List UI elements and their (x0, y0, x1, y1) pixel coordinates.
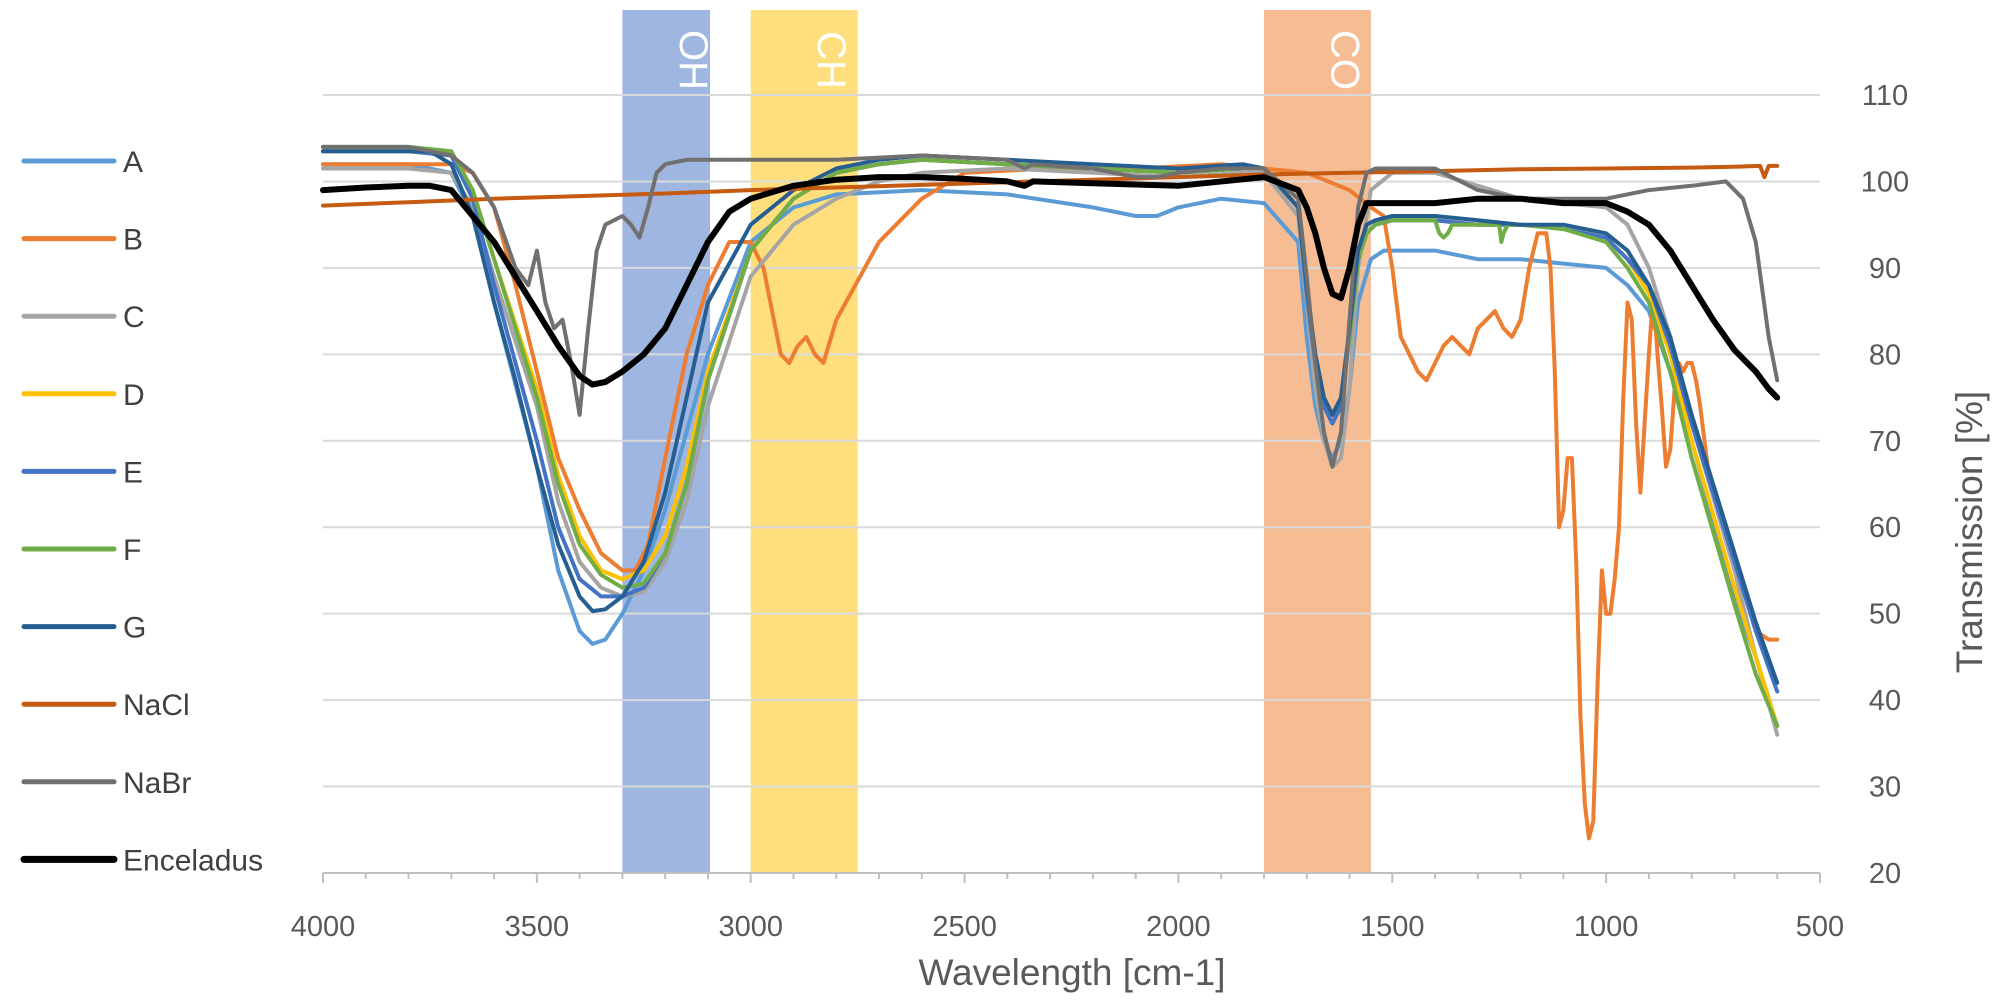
y-tick-label: 40 (1869, 685, 1901, 717)
legend-label-nabr: NaBr (123, 767, 191, 800)
legend-label-b: B (123, 224, 143, 257)
y-tick-label: 70 (1869, 426, 1901, 458)
y-tick-label: 80 (1869, 339, 1901, 371)
legend-label-nacl: NaCl (123, 689, 190, 722)
y-tick-label: 30 (1869, 772, 1901, 804)
y-tick-label: 50 (1869, 599, 1901, 631)
x-axis-title: Wavelength [cm-1] (918, 952, 1225, 993)
y-axis-title: Transmission [%] (1949, 391, 1990, 673)
legend-label-d: D (123, 379, 145, 412)
x-tick-label: 1000 (1574, 911, 1639, 943)
band-label-co: CO (1322, 30, 1366, 90)
legend-label-c: C (123, 301, 145, 334)
axes: 20 30 40 50 60 70 80 90 100 110 4000 3500 3000 2500 20… (291, 80, 1909, 943)
x-tick-label: 2000 (1146, 911, 1211, 943)
series-line-a (321, 162, 1780, 728)
legend: A B C D E F G NaCl NaBr Enceladus (20, 146, 263, 877)
legend-label-e: E (123, 456, 143, 489)
legend-label-g: G (123, 612, 146, 645)
legend-label-enceladus: Enceladus (123, 844, 263, 877)
series-line-g (321, 149, 1780, 685)
band-label-ch: CH (809, 31, 853, 89)
band-label-oh: OH (671, 30, 715, 90)
x-tick-label: 4000 (291, 911, 356, 943)
legend-label-a: A (123, 146, 143, 179)
series-line-enceladus (320, 174, 1781, 401)
x-tick-label: 1500 (1360, 911, 1425, 943)
series-lines (320, 144, 1781, 841)
y-tick-label: 20 (1869, 858, 1901, 890)
y-tick-label: 90 (1869, 253, 1901, 285)
x-tick-label: 3500 (505, 911, 570, 943)
series-line-nabr (321, 144, 1780, 469)
y-tick-label: 100 (1861, 166, 1909, 198)
series-line-nacl (321, 163, 1780, 208)
legend-label-f: F (123, 534, 141, 567)
y-tick-label: 60 (1869, 512, 1901, 544)
x-tick-label: 2500 (932, 911, 997, 943)
x-tick-label: 3000 (718, 911, 783, 943)
x-tick-label: 500 (1796, 911, 1844, 943)
y-tick-label: 110 (1862, 80, 1908, 112)
